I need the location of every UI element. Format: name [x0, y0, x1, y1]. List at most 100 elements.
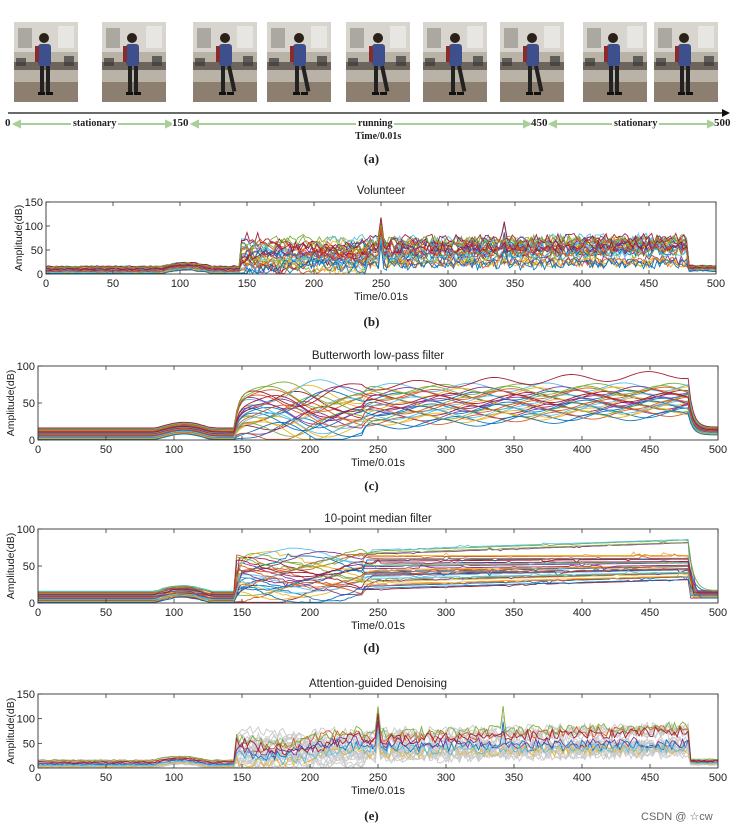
x-tick-label: 500: [709, 607, 727, 619]
series-line: [38, 541, 718, 593]
x-tick-label: 450: [641, 772, 659, 784]
chart-title-e: Attention-guided Denoising: [308, 678, 448, 690]
x-tick-label: 500: [709, 772, 727, 784]
timeline-arrowhead: [722, 109, 730, 117]
x-tick-label: 400: [573, 607, 591, 619]
timeline-axis-label: Time/0.01s: [355, 131, 402, 142]
y-tick-label: 0: [29, 598, 35, 610]
caption-d: (d): [363, 640, 380, 655]
chart-volunteer: 0 50 100 150 200 250 300 350 400 450 500 0 50 100 150 T…: [13, 198, 725, 303]
chart-butterworth: 0 50 100 150 200 250 300 350 400 450 500 0 50 100 Time…: [5, 362, 727, 469]
timeline-tick: 0: [5, 117, 11, 129]
series-line: [37, 728, 719, 767]
x-axis-label: Time/0.01s: [351, 620, 406, 632]
x-tick-label: 300: [437, 607, 455, 619]
video-frame: [267, 22, 331, 102]
chart-median: 0 50 100 150 200 250 300 350 400 450 500 0 50 100 Time…: [5, 525, 727, 632]
video-frame: [654, 22, 718, 102]
timeline-tick: 450: [531, 117, 548, 129]
series-line: [37, 720, 719, 766]
y-tick-label: 100: [25, 221, 43, 233]
chart-title-d: 10-point median filter: [324, 513, 432, 525]
x-tick-label: 100: [165, 772, 183, 784]
watermark: CSDN @ ☆cw: [641, 811, 713, 823]
series-line: [38, 571, 718, 602]
x-tick-label: 450: [640, 278, 658, 290]
x-tick-label: 300: [439, 278, 457, 290]
x-tick-label: 0: [35, 444, 41, 456]
series-line: [45, 225, 717, 269]
x-tick-label: 250: [369, 607, 387, 619]
video-frame: [346, 22, 410, 102]
y-tick-label: 50: [31, 245, 43, 257]
y-axis-label: Amplitude(dB): [13, 205, 25, 272]
chart-title-b: Volunteer: [356, 185, 406, 197]
series-line: [37, 713, 719, 764]
x-tick-label: 500: [707, 278, 725, 290]
x-tick-label: 200: [301, 444, 319, 456]
series-line: [38, 538, 718, 592]
y-tick-label: 0: [29, 763, 35, 775]
x-tick-label: 150: [233, 607, 251, 619]
series-line: [38, 371, 719, 429]
series-line: [37, 727, 719, 768]
series-line: [38, 410, 718, 440]
series-line: [37, 722, 719, 765]
timeline-tick: 150: [172, 117, 189, 129]
caption-c: (c): [364, 478, 379, 493]
series-line: [38, 554, 718, 595]
x-tick-label: 0: [43, 278, 49, 290]
series-line: [37, 705, 718, 762]
x-tick-label: 400: [573, 772, 591, 784]
y-tick-label: 100: [17, 714, 35, 726]
video-frame: [102, 22, 166, 102]
x-tick-label: 100: [165, 444, 183, 456]
y-tick-label: 150: [17, 690, 35, 701]
x-tick-label: 250: [369, 444, 387, 456]
x-tick-label: 350: [505, 444, 523, 456]
video-frame: [14, 22, 78, 102]
video-frame: [423, 22, 487, 102]
x-axis-label: Time/0.01s: [351, 785, 406, 797]
series-line: [37, 713, 719, 762]
y-tick-label: 0: [29, 435, 35, 447]
x-tick-label: 300: [437, 772, 455, 784]
chart-attention: 0 50 100 150 200 250 300 350 400 450 500 0 50 100 150 T…: [5, 690, 727, 797]
series-line: [38, 389, 718, 432]
video-frame: [583, 22, 647, 102]
series-line: [38, 563, 718, 598]
x-tick-label: 250: [369, 772, 387, 784]
series-line: [38, 558, 718, 596]
series-line: [45, 227, 717, 273]
x-tick-label: 50: [100, 444, 112, 456]
x-tick-label: 200: [301, 607, 319, 619]
phase-label-stationary: stationary: [612, 118, 660, 129]
series-line: [38, 578, 718, 603]
x-tick-label: 350: [505, 607, 523, 619]
y-axis-label: Amplitude(dB): [5, 533, 17, 600]
x-tick-label: 350: [506, 278, 524, 290]
series-line: [45, 243, 717, 275]
y-tick-label: 150: [25, 198, 43, 209]
x-tick-label: 150: [233, 772, 251, 784]
x-tick-label: 350: [505, 772, 523, 784]
x-tick-label: 100: [171, 278, 189, 290]
x-tick-label: 150: [238, 278, 256, 290]
timeline-tick: 500: [714, 117, 731, 129]
x-axis-label: Time/0.01s: [351, 457, 406, 469]
x-tick-label: 200: [301, 772, 319, 784]
x-tick-label: 100: [165, 607, 183, 619]
y-tick-label: 100: [17, 525, 35, 536]
series-line: [38, 399, 718, 436]
series-line: [38, 567, 718, 599]
x-tick-label: 0: [35, 772, 41, 784]
x-tick-label: 200: [305, 278, 323, 290]
x-tick-label: 500: [709, 444, 727, 456]
phase-label-stationary: stationary: [71, 118, 119, 129]
y-tick-label: 50: [23, 738, 35, 750]
x-tick-label: 0: [35, 607, 41, 619]
x-axis-label: Time/0.01s: [354, 291, 409, 303]
y-tick-label: 100: [17, 362, 35, 373]
phase-label-running: running: [356, 118, 395, 129]
x-tick-label: 250: [372, 278, 390, 290]
